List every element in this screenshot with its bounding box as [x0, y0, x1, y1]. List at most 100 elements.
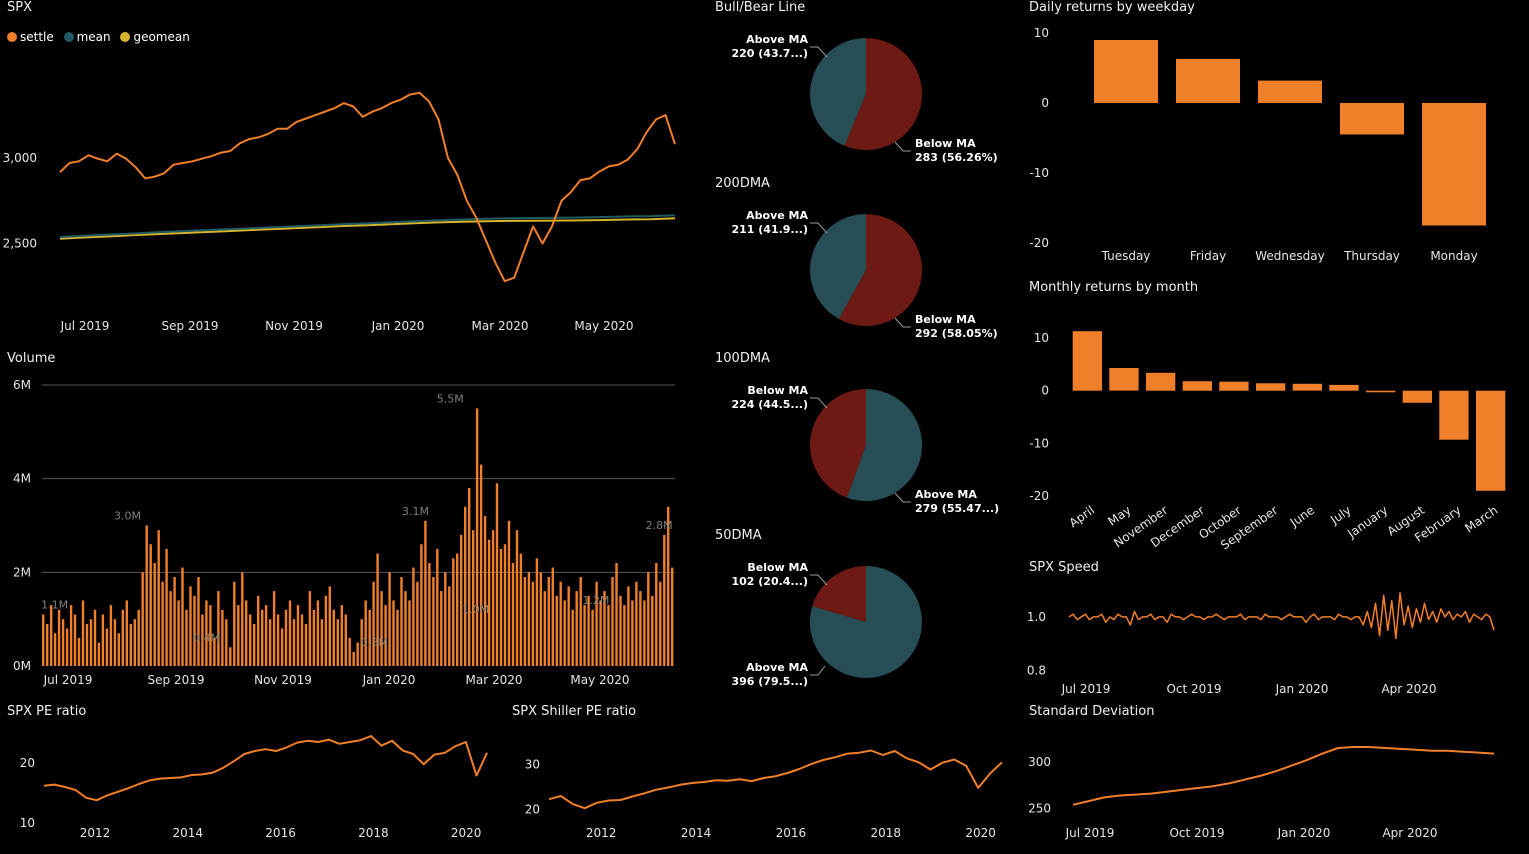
pie-slice — [847, 389, 923, 501]
pie-slice — [809, 566, 922, 678]
volume-bar — [643, 600, 646, 666]
volume-chart[interactable]: 6M 4M 2M 0M 5.5M 3.0M 3.1M 2.8M 1.1M 0.4M 0.3M 1.2M… — [0, 350, 690, 695]
pie-panel-100dma: 100DMA Below MA 224 (44.5...) Above MA 279 … — [715, 351, 1015, 526]
volume-bar — [619, 595, 622, 667]
monthly-x-tick: July — [1327, 503, 1354, 527]
volume-bar — [631, 600, 634, 666]
legend-geomean[interactable]: geomean — [120, 30, 190, 44]
pie-label-value: 292 (58.05%) — [915, 327, 998, 340]
volume-bar — [249, 614, 252, 666]
volume-x-tick: Jan 2020 — [362, 673, 416, 687]
pie-slice — [838, 214, 923, 326]
volume-bar — [272, 591, 276, 666]
weekday-chart[interactable]: 10 0 -10 -20 Tuesday Friday Wednesday Thursday M… — [1029, 0, 1529, 275]
speed-chart[interactable]: 1.0 0.8 Jul 2019 Oct 2019 Jan 2020 Apr 2020 — [1027, 560, 1529, 700]
volume-bar — [376, 553, 379, 666]
spx-x-tick: May 2020 — [574, 319, 633, 333]
volume-bar — [161, 581, 164, 666]
volume-bar — [456, 553, 459, 666]
volume-bar — [225, 619, 228, 666]
volume-x-tick: Jul 2019 — [43, 673, 93, 687]
pie-label-name: Above MA — [915, 488, 977, 501]
monthly-y-tick: -20 — [1029, 489, 1049, 503]
spx-x-tick: Mar 2020 — [472, 319, 529, 333]
volume-bar — [109, 605, 113, 666]
monthly-bar — [1146, 372, 1176, 391]
volume-bar — [233, 581, 236, 666]
volume-bar — [185, 609, 188, 666]
volume-bar — [428, 563, 431, 666]
legend-settle-label: settle — [20, 30, 54, 44]
pie-leader-line — [894, 492, 911, 503]
volume-bar — [559, 581, 562, 666]
volume-bar — [177, 600, 180, 666]
volume-data-label: 1.0M — [462, 603, 489, 616]
pe-panel: SPX PE ratio 20 10 2012 2014 2016 2018 2020 — [0, 704, 500, 854]
volume-bar — [623, 605, 626, 666]
legend-geomean-label: geomean — [133, 30, 190, 44]
speed-x-tick: Oct 2019 — [1166, 682, 1221, 696]
volume-bar — [472, 530, 475, 666]
speed-x-tick: Apr 2020 — [1381, 682, 1436, 696]
pie-label-value: 211 (41.9...) — [731, 223, 808, 236]
volume-bar — [464, 506, 467, 666]
std-title: Standard Deviation — [1029, 704, 1155, 719]
volume-bar — [85, 623, 89, 666]
volume-bar — [181, 567, 184, 666]
shiller-chart[interactable]: 30 20 2012 2014 2016 2018 2020 — [505, 704, 1015, 854]
volume-bar — [97, 642, 101, 666]
speed-x-tick: Jul 2019 — [1061, 682, 1111, 696]
volume-bar — [424, 520, 427, 666]
volume-bar — [340, 605, 343, 666]
volume-bar — [479, 464, 483, 666]
legend-settle[interactable]: settle — [7, 30, 54, 44]
volume-bar — [117, 633, 120, 666]
volume-bar — [599, 600, 602, 666]
std-chart[interactable]: 300 250 Jul 2019 Oct 2019 Jan 2020 Apr 2020 — [1028, 704, 1529, 854]
spx-chart[interactable]: 3,000 2,500 Jul 2019 Sep 2019 Nov 2019 Jan 20… — [0, 0, 690, 340]
volume-bar — [360, 619, 363, 666]
pie-title-50dma: 50DMA — [715, 528, 762, 543]
volume-bar — [523, 577, 527, 666]
pie-label-value: 396 (79.5...) — [731, 675, 808, 688]
volume-x-tick: Nov 2019 — [254, 673, 312, 687]
volume-bar — [77, 637, 81, 666]
volume-bar — [193, 595, 196, 667]
volume-bar — [388, 572, 391, 666]
spx-y-tick: 2,500 — [3, 236, 37, 250]
volume-data-label: 1.2M — [582, 594, 609, 607]
pie-panel-50dma: 50DMA Below MA 102 (20.4...) Above MA 396 (… — [715, 528, 1015, 703]
pie-title-200dma: 200DMA — [715, 176, 770, 191]
pie-leader-line — [810, 222, 828, 234]
volume-bar — [300, 614, 304, 666]
volume-bar — [217, 591, 220, 666]
monthly-x-tick: March — [1462, 503, 1500, 535]
legend-mean[interactable]: mean — [63, 30, 111, 44]
volume-bar — [320, 619, 324, 666]
weekday-x-tick: Wednesday — [1255, 249, 1324, 263]
volume-bar — [145, 525, 148, 666]
volume-bar — [635, 581, 638, 666]
pie-label-name: Below MA — [747, 384, 808, 397]
pe-x-tick: 2020 — [451, 826, 482, 840]
volume-bar — [647, 572, 650, 666]
volume-bar — [316, 600, 320, 666]
volume-bar — [468, 488, 471, 666]
volume-bar — [567, 586, 570, 666]
volume-bar — [253, 623, 256, 666]
volume-bar — [165, 548, 168, 666]
volume-bar — [579, 577, 582, 666]
volume-bar — [229, 647, 232, 666]
volume-data-label: 1.1M — [41, 598, 68, 611]
volume-bar — [245, 600, 248, 666]
volume-bar — [292, 619, 296, 666]
volume-bar — [364, 600, 367, 666]
pie-label-name: Above MA — [746, 661, 808, 674]
volume-bar — [372, 581, 375, 666]
